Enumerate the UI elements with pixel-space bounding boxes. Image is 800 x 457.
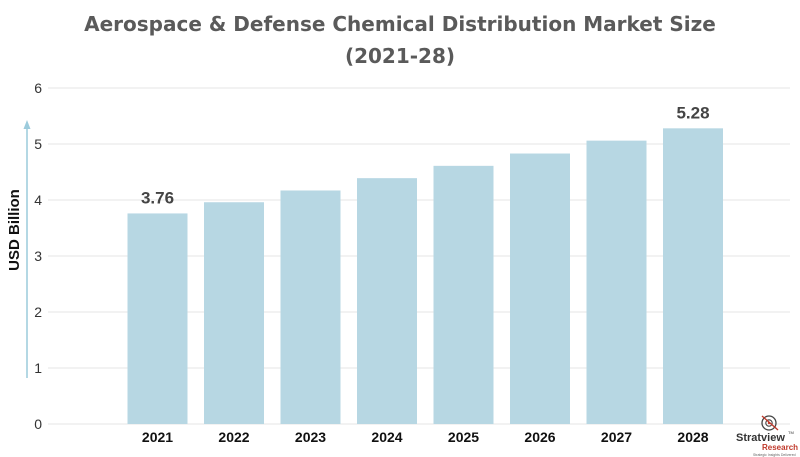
bar-2025 [433,165,494,424]
y-tick-label: 3 [34,248,42,264]
bar-2021 [127,213,188,424]
x-tick-label: 2025 [448,429,479,445]
x-tick-label: 2027 [601,429,632,445]
y-tick-label: 1 [34,360,42,376]
x-tick-label: 2021 [142,429,173,445]
bar-2026 [510,153,570,424]
y-tick-label: 5 [34,136,42,152]
data-label-2021: 3.76 [141,188,174,207]
bar-2024 [357,178,417,424]
data-label-2028: 5.28 [676,103,709,122]
bars [127,128,723,424]
x-tick-label: 2022 [218,429,249,445]
y-axis-ticks: 0 1 2 3 4 5 6 [34,80,42,432]
bar-2027 [586,140,647,424]
chart-subtitle: (2021-28) [344,44,456,68]
logo-tm: TM [788,430,794,435]
x-tick-label: 2024 [371,429,402,445]
y-axis-arrow [23,120,31,378]
logo-target-icon [761,415,777,431]
y-tick-label: 6 [34,80,42,96]
data-labels: 3.76 5.28 [141,103,710,207]
logo-sub: Research [762,443,798,452]
stratview-logo: Stratview TM Research Strategic Insights… [736,415,798,457]
logo-tagline: Strategic Insights Delivered [753,453,796,457]
bar-2022 [204,202,264,424]
logo-name: Stratview [736,432,785,444]
chart-title: Aerospace & Defense Chemical Distributio… [84,12,716,36]
x-axis-labels: 2021 2022 2023 2024 2025 2026 2027 2028 [142,429,709,445]
y-tick-label: 2 [34,304,42,320]
x-tick-label: 2028 [677,429,708,445]
bar-2023 [280,190,341,424]
bar-2028 [663,128,723,424]
y-tick-label: 0 [34,416,42,432]
y-axis-label: USD Billion [6,189,23,271]
x-tick-label: 2023 [295,429,326,445]
y-tick-label: 4 [34,192,42,208]
x-tick-label: 2026 [524,429,555,445]
